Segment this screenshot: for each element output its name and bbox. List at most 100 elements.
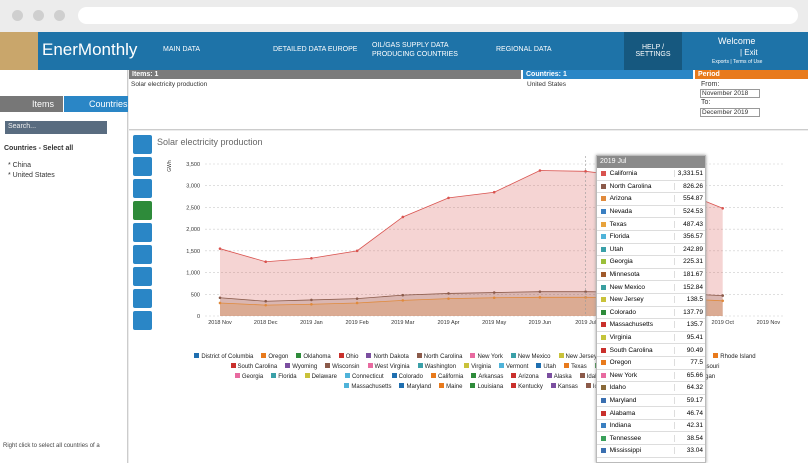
legend-swatch bbox=[296, 353, 302, 358]
legend-item[interactable]: Maine bbox=[439, 383, 462, 390]
y-tick-label: 0 bbox=[197, 314, 200, 320]
legend-item[interactable]: Alaska bbox=[546, 373, 572, 380]
search[interactable]: Search... bbox=[5, 121, 107, 134]
legend-item[interactable]: Florida bbox=[271, 373, 297, 380]
tooltip-name: Tennessee bbox=[609, 434, 642, 442]
legend-item[interactable]: Texas bbox=[564, 363, 587, 370]
point bbox=[492, 296, 496, 300]
legend-item[interactable]: Wyoming bbox=[285, 363, 317, 370]
item[interactable]: Solar electricity production bbox=[131, 81, 208, 88]
window-dot bbox=[33, 10, 44, 21]
legend-label: Utah bbox=[543, 364, 557, 370]
country[interactable]: * United States bbox=[8, 172, 55, 179]
legend-item[interactable]: Oklahoma bbox=[296, 353, 331, 360]
point bbox=[447, 196, 450, 200]
point bbox=[492, 190, 496, 194]
legend-item[interactable]: Virginia bbox=[464, 363, 491, 370]
tooltip-swatch bbox=[601, 347, 606, 353]
legend-item[interactable]: Delaware bbox=[304, 373, 337, 380]
nav-item[interactable]: OIL/GAS SUPPLY DATA PRODUCING COUNTRIES bbox=[372, 42, 458, 58]
legend-item[interactable]: Kansas bbox=[550, 383, 578, 390]
legend-item[interactable]: Arizona bbox=[511, 373, 539, 380]
nav-item[interactable]: DETAILED DATA EUROPE bbox=[273, 46, 358, 53]
legend-item[interactable]: Oregon bbox=[261, 353, 288, 360]
tooltip-name: Mississippi bbox=[609, 447, 642, 455]
legend-item[interactable]: North Carolina bbox=[416, 353, 463, 360]
legend-label: South Carolina bbox=[237, 364, 278, 370]
nav-item[interactable]: MAIN DATA bbox=[163, 46, 201, 53]
legend-swatch bbox=[194, 353, 200, 358]
tab[interactable]: Items bbox=[0, 96, 63, 112]
legend-item[interactable]: Kentucky bbox=[511, 383, 543, 390]
legend-item[interactable]: Maryland bbox=[399, 383, 431, 390]
legend-swatch bbox=[304, 373, 310, 378]
legend-item[interactable]: Ohio bbox=[338, 353, 358, 360]
legend-swatch bbox=[234, 373, 240, 378]
legend-item[interactable]: Utah bbox=[536, 363, 556, 370]
legend-swatch bbox=[713, 353, 719, 358]
legend-item[interactable]: Massachusetts bbox=[344, 383, 391, 390]
tool-icon[interactable] bbox=[133, 179, 152, 198]
legend-item[interactable]: Wisconsin bbox=[325, 363, 360, 370]
point bbox=[538, 169, 542, 172]
tab[interactable]: Countries bbox=[64, 96, 128, 112]
legend-item[interactable]: New York bbox=[470, 353, 503, 360]
nav-item[interactable]: REGIONAL DATA bbox=[496, 46, 552, 53]
y-tick-label: 3,000 bbox=[186, 184, 200, 190]
legend-item[interactable]: New Mexico bbox=[510, 353, 551, 360]
legend-item[interactable]: Idaho bbox=[579, 373, 602, 380]
legend-label: North Carolina bbox=[423, 354, 463, 360]
to-input[interactable]: December 2019 bbox=[700, 108, 760, 117]
legend-swatch bbox=[285, 363, 291, 368]
legend-swatch bbox=[391, 373, 397, 378]
tooltip-swatch bbox=[601, 297, 606, 303]
legend-item[interactable]: Arkansas bbox=[471, 373, 503, 380]
tool-icon[interactable] bbox=[133, 157, 152, 176]
y-tick-label: 1,500 bbox=[186, 249, 200, 255]
legend-label: Maine bbox=[446, 384, 463, 390]
legend-item[interactable]: Vermont bbox=[499, 363, 528, 370]
legend-item[interactable]: West Virginia bbox=[367, 363, 410, 370]
legend-item[interactable]: South Carolina bbox=[230, 363, 278, 370]
tooltip-value: 42.31 bbox=[674, 422, 705, 430]
tool-icon[interactable] bbox=[133, 267, 152, 286]
legend-label: West Virginia bbox=[374, 364, 410, 370]
select-all[interactable]: Countries - Select all bbox=[4, 145, 74, 152]
help-button[interactable]: HELP / SETTINGS bbox=[624, 32, 682, 70]
address-bar[interactable] bbox=[78, 7, 798, 24]
tooltip-row: North Carolina 826.26 bbox=[597, 181, 705, 194]
tool-icon[interactable] bbox=[133, 245, 152, 264]
tool-icon[interactable] bbox=[133, 135, 152, 154]
tooltip-row: Oregon 77.5 bbox=[597, 357, 705, 370]
tool-icon[interactable] bbox=[133, 223, 152, 242]
legend-item[interactable]: Rhode Island bbox=[713, 353, 756, 360]
y-tick-label: 2,000 bbox=[186, 227, 200, 233]
country[interactable]: * China bbox=[8, 162, 31, 169]
legend-item[interactable]: North Dakota bbox=[366, 353, 409, 360]
legend-item[interactable]: Connecticut bbox=[344, 373, 384, 380]
tooltip-title: 2019 Jul bbox=[597, 156, 705, 168]
legend-item[interactable]: Georgia bbox=[234, 373, 263, 380]
legend-item[interactable]: Louisiana bbox=[470, 383, 503, 390]
legend-item[interactable]: Colorado bbox=[391, 373, 423, 380]
legend-item[interactable]: District of Columbia bbox=[194, 353, 253, 360]
tool-icon[interactable] bbox=[133, 311, 152, 330]
exit-link[interactable]: | Exit bbox=[740, 48, 758, 57]
legend-swatch bbox=[511, 383, 517, 388]
tooltip-name: Minnesota bbox=[609, 271, 640, 279]
country[interactable]: United States bbox=[527, 81, 567, 88]
legend-label: Colorado bbox=[398, 374, 423, 380]
legend-swatch bbox=[470, 383, 476, 388]
legend-item[interactable]: California bbox=[430, 373, 463, 380]
tooltip-value: 225.31 bbox=[674, 258, 705, 266]
legend-label: North Dakota bbox=[373, 354, 409, 360]
logo bbox=[0, 32, 38, 70]
tooltip-name: New Mexico bbox=[609, 283, 646, 291]
legend-swatch bbox=[550, 383, 556, 388]
tool-icon[interactable] bbox=[133, 201, 152, 220]
legend-item[interactable]: Washington bbox=[417, 363, 456, 370]
tool-icon[interactable] bbox=[133, 289, 152, 308]
links[interactable]: Exports | Terms of Use bbox=[712, 59, 763, 65]
from-input[interactable]: November 2018 bbox=[700, 89, 760, 98]
legend-item[interactable]: New Jersey bbox=[558, 353, 597, 360]
